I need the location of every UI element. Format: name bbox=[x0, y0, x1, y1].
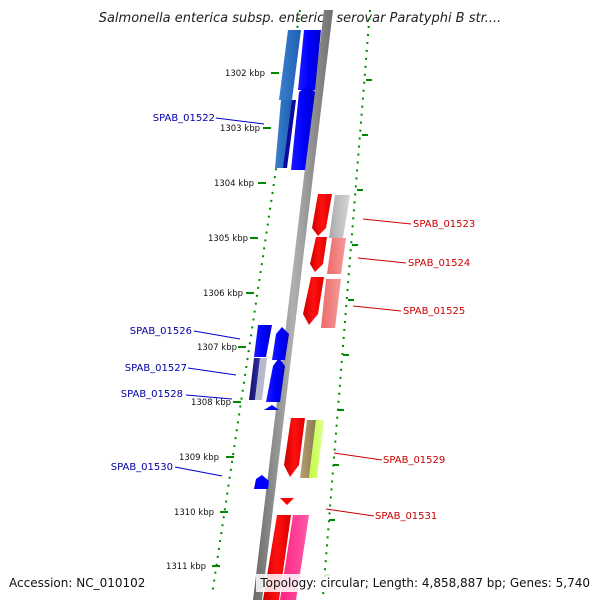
kbp-tick-labels: 1302 kbp 1303 kbp 1304 kbp 1305 kbp 1306… bbox=[166, 69, 265, 572]
gene-label-spab-01531[interactable]: SPAB_01531 bbox=[375, 511, 437, 522]
gene-spab-01523-reverse bbox=[312, 194, 332, 236]
gene-spab-01523-gray bbox=[329, 195, 350, 238]
gene-spab-01526b-forward bbox=[272, 327, 289, 360]
footer-right-bg bbox=[256, 574, 596, 592]
gene-spab-01524-reverse bbox=[310, 237, 327, 272]
map-title: Salmonella enterica subsp. enterica sero… bbox=[99, 11, 502, 26]
gene-spab-01522-forward bbox=[275, 100, 293, 168]
kbp-tick-label: 1311 kbp bbox=[166, 562, 206, 572]
accession-text: Accession: NC_010102 bbox=[9, 576, 145, 590]
gene-spab-01530-forward bbox=[254, 475, 269, 489]
reverse-label-leaders bbox=[325, 218, 412, 517]
gene-label-spab-01526[interactable]: SPAB_01526 bbox=[130, 326, 192, 337]
kbp-tick-label: 1305 kbp bbox=[208, 234, 248, 244]
gene-label-spab-01523[interactable]: SPAB_01523 bbox=[413, 219, 475, 230]
gene-spab-01522b-forward bbox=[291, 85, 315, 170]
kbp-tick-label: 1307 kbp bbox=[197, 343, 237, 353]
gene-spab-01531-reverse bbox=[280, 498, 294, 505]
kbp-tick-label: 1304 kbp bbox=[214, 179, 254, 189]
gene-spab-01522-sliver bbox=[283, 100, 296, 168]
gene-spab-01527b-forward bbox=[266, 358, 285, 402]
forward-genes bbox=[249, 30, 321, 489]
gene-label-spab-01527[interactable]: SPAB_01527 bbox=[125, 363, 187, 374]
genome-backbone bbox=[253, 10, 333, 600]
forward-gene-labels: SPAB_01522 SPAB_01526 SPAB_01527 SPAB_01… bbox=[111, 113, 215, 473]
gene-label-spab-01530[interactable]: SPAB_01530 bbox=[111, 462, 173, 473]
forward-label-leaders bbox=[174, 117, 265, 477]
kbp-tick-label: 1308 kbp bbox=[191, 398, 231, 408]
gene-spab-01524-pink bbox=[327, 238, 346, 274]
kbp-tick-label: 1310 kbp bbox=[174, 508, 214, 518]
gene-label-spab-01525[interactable]: SPAB_01525 bbox=[403, 306, 465, 317]
kbp-tick-label: 1306 kbp bbox=[203, 289, 243, 299]
gene-label-spab-01528[interactable]: SPAB_01528 bbox=[121, 389, 183, 400]
reverse-gene-labels: SPAB_01523 SPAB_01524 SPAB_01525 SPAB_01… bbox=[375, 219, 475, 522]
kbp-tick-label: 1303 kbp bbox=[220, 124, 260, 134]
gene-label-spab-01529[interactable]: SPAB_01529 bbox=[383, 455, 445, 466]
gene-spab-01529-lime bbox=[309, 420, 324, 478]
outer-dotted-ring bbox=[322, 9, 371, 596]
gene-spab-01525-reverse bbox=[303, 277, 324, 325]
topology-text: Topology: circular; Length: 4,858,887 bp… bbox=[259, 576, 590, 590]
kbp-tick-marks bbox=[212, 72, 279, 567]
gene-spab-01529-olive bbox=[300, 420, 316, 478]
footer-left-bg bbox=[4, 574, 150, 592]
gene-label-spab-01522[interactable]: SPAB_01522 bbox=[153, 113, 215, 124]
gene-spab-01528-forward bbox=[264, 405, 279, 410]
gene-spab-01527-gray bbox=[255, 358, 267, 400]
kbp-tick-label: 1309 kbp bbox=[179, 453, 219, 463]
gene-spab-01521b-forward bbox=[298, 30, 321, 90]
gene-spab-01521-forward bbox=[279, 30, 301, 100]
gene-label-spab-01524[interactable]: SPAB_01524 bbox=[408, 258, 470, 269]
gene-spab-01527-forward bbox=[249, 358, 260, 400]
gene-spab-01526-forward bbox=[254, 325, 272, 357]
gene-spab-01529-reverse bbox=[284, 418, 305, 477]
gene-spab-01525-pink bbox=[321, 279, 341, 328]
kbp-tick-label: 1302 kbp bbox=[225, 69, 265, 79]
